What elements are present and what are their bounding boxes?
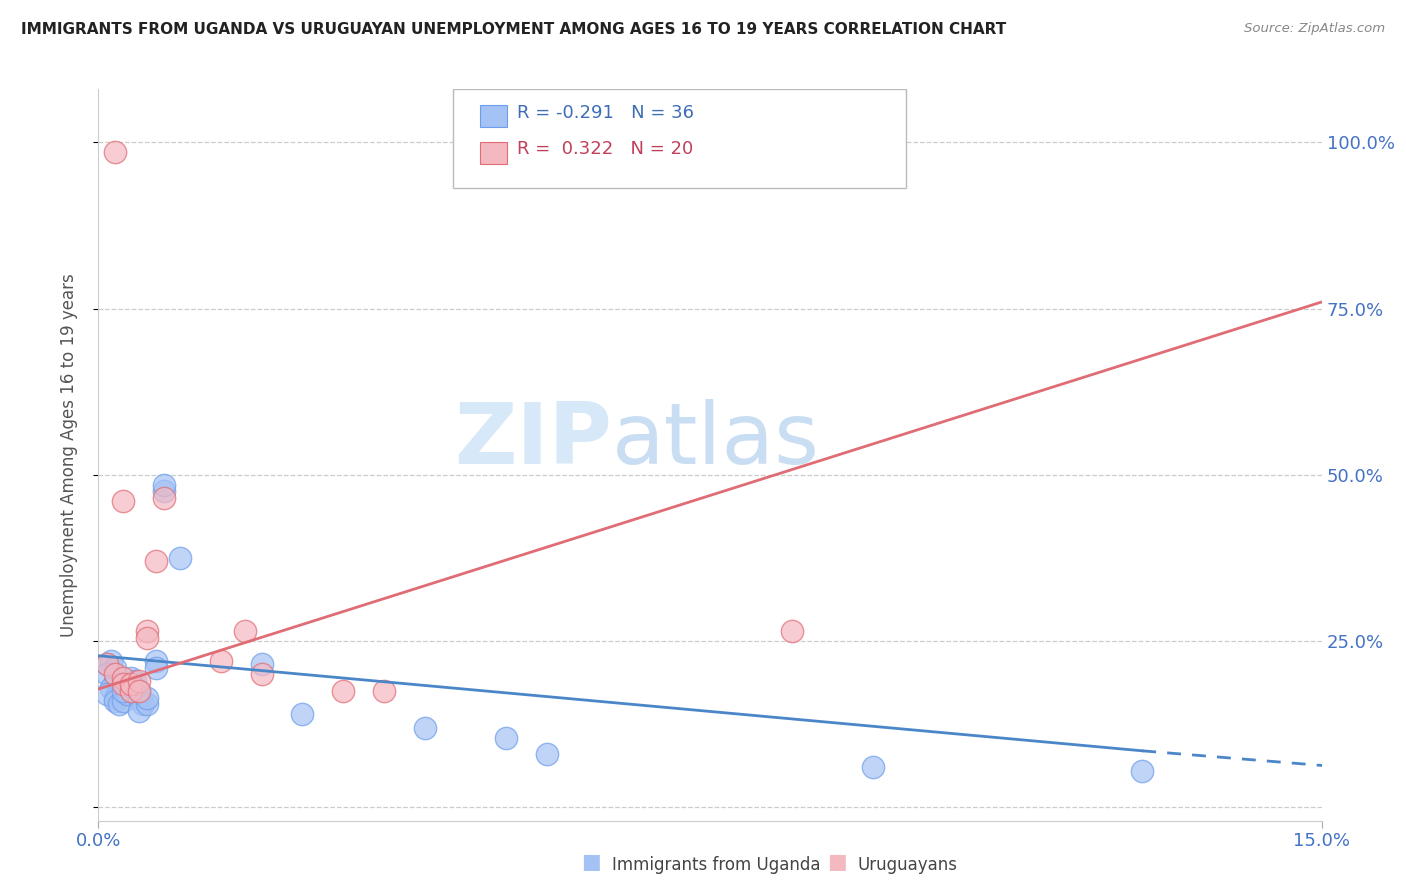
Point — [128, 684, 150, 698]
Point — [111, 694, 134, 708]
Point — [128, 704, 150, 718]
Point — [862, 760, 884, 774]
Point — [250, 657, 273, 672]
Point — [495, 731, 517, 745]
Point — [413, 721, 436, 735]
Point — [136, 631, 159, 645]
Point — [108, 684, 131, 698]
Point — [108, 698, 131, 712]
Text: ■: ■ — [581, 853, 600, 872]
Point — [780, 624, 803, 639]
Point — [104, 145, 127, 160]
Text: ■: ■ — [827, 853, 846, 872]
Point — [145, 661, 167, 675]
Text: R =  0.322   N = 20: R = 0.322 N = 20 — [517, 140, 693, 158]
Point — [169, 551, 191, 566]
Text: ZIP: ZIP — [454, 399, 612, 482]
Point — [152, 491, 174, 505]
Point — [120, 677, 142, 691]
Point — [120, 671, 142, 685]
Text: Immigrants from Uganda: Immigrants from Uganda — [612, 856, 820, 874]
Text: Uruguayans: Uruguayans — [858, 856, 957, 874]
Point — [145, 554, 167, 568]
Point — [233, 624, 256, 639]
Point — [120, 684, 142, 698]
Text: atlas: atlas — [612, 399, 820, 482]
Text: R = -0.291   N = 36: R = -0.291 N = 36 — [517, 103, 693, 121]
Point — [124, 673, 146, 688]
Point — [104, 661, 127, 675]
Point — [145, 654, 167, 668]
Point — [104, 667, 127, 681]
Point — [1130, 764, 1153, 778]
Point — [128, 673, 150, 688]
Point — [128, 690, 150, 705]
Bar — [479, 142, 508, 164]
Point — [120, 677, 142, 691]
Point — [291, 707, 314, 722]
Point — [332, 684, 354, 698]
Point — [111, 684, 134, 698]
Point — [111, 677, 134, 691]
Point — [96, 667, 118, 681]
Point — [128, 684, 150, 698]
Point — [111, 494, 134, 508]
Point — [115, 687, 138, 701]
Text: IMMIGRANTS FROM UGANDA VS URUGUAYAN UNEMPLOYMENT AMONG AGES 16 TO 19 YEARS CORRE: IMMIGRANTS FROM UGANDA VS URUGUAYAN UNEM… — [21, 22, 1007, 37]
Point — [209, 654, 232, 668]
Point — [111, 677, 134, 691]
Point — [536, 747, 558, 761]
Point — [132, 698, 155, 712]
Point — [96, 657, 118, 672]
Point — [104, 694, 127, 708]
Point — [136, 698, 159, 712]
Y-axis label: Unemployment Among Ages 16 to 19 years: Unemployment Among Ages 16 to 19 years — [59, 273, 77, 637]
Point — [96, 687, 118, 701]
Point — [152, 484, 174, 499]
FancyBboxPatch shape — [453, 89, 905, 188]
Point — [104, 673, 127, 688]
Point — [136, 624, 159, 639]
Point — [104, 690, 127, 705]
Point — [250, 667, 273, 681]
Point — [100, 654, 122, 668]
Point — [373, 684, 395, 698]
Point — [136, 690, 159, 705]
Bar — [479, 105, 508, 128]
Point — [111, 671, 134, 685]
Text: Source: ZipAtlas.com: Source: ZipAtlas.com — [1244, 22, 1385, 36]
Point — [100, 681, 122, 695]
Point — [96, 657, 118, 672]
Point — [152, 478, 174, 492]
